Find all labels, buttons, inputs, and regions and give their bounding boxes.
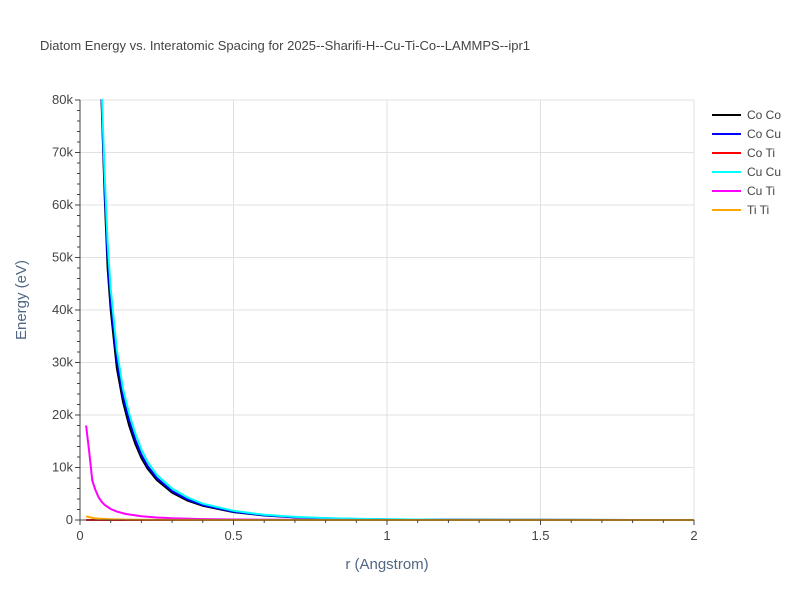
legend-item[interactable]: Ti Ti [712,203,769,217]
x-tick-label: 2 [690,528,697,543]
legend-label: Cu Cu [747,165,781,179]
x-tick-label: 0.5 [224,528,242,543]
y-tick-label: 10k [52,460,73,475]
x-tick-label: 0 [76,528,83,543]
legend-label: Co Cu [747,127,781,141]
series-group [85,99,694,521]
y-tick-label: 70k [52,145,73,160]
legend-label: Cu Ti [747,184,775,198]
series-line-cu-ti [85,425,694,521]
y-tick-label: 20k [52,407,73,422]
series-line-cu-cu [101,99,694,521]
legend-item[interactable]: Cu Ti [712,184,775,198]
series-line-co-cu [100,99,694,521]
chart-title: Diatom Energy vs. Interatomic Spacing fo… [40,38,531,53]
legend-label: Co Ti [747,146,775,160]
legend-item[interactable]: Co Ti [712,146,775,160]
x-tick-label: 1.5 [531,528,549,543]
legend: Co Co Co Cu Co Ti Cu Cu Cu Ti Ti Ti [712,108,781,217]
x-axis-title: r (Angstrom) [345,556,428,573]
legend-label: Co Co [747,108,781,122]
y-tick-label: 0 [66,512,73,527]
y-tick-label: 60k [52,197,73,212]
legend-item[interactable]: Co Co [712,108,781,122]
y-tick-label: 50k [52,250,73,265]
y-axis-title: Energy (eV) [13,260,30,340]
y-tick-label: 30k [52,355,73,370]
grid-lines [80,99,695,520]
legend-item[interactable]: Co Cu [712,127,781,141]
legend-label: Ti Ti [747,203,769,217]
y-tick-label: 40k [52,302,73,317]
axes: 0 10k 20k 30k 40k 50k 60k 70k 80k 0 0.5 1 1.5 2 [52,92,698,543]
y-tick-label: 80k [52,92,73,107]
legend-item[interactable]: Cu Cu [712,165,781,179]
x-tick-label: 1 [383,528,390,543]
